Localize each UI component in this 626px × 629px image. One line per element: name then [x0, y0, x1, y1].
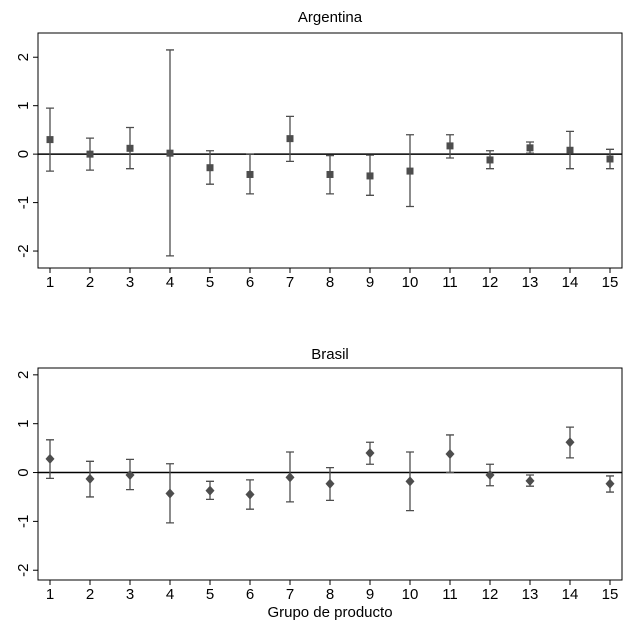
x-tick-label: 5 — [206, 586, 214, 603]
x-tick-label: 12 — [482, 586, 499, 603]
x-tick-label: 11 — [442, 274, 458, 291]
y-tick-label: -2 — [15, 564, 32, 577]
x-tick-label: 15 — [602, 274, 619, 291]
point — [125, 469, 135, 480]
point — [486, 156, 494, 164]
point — [565, 437, 575, 448]
x-tick-label: 8 — [326, 586, 334, 603]
point — [246, 170, 254, 178]
y-tick-label: 2 — [15, 371, 32, 379]
point — [365, 447, 375, 458]
plot-frame — [37, 32, 623, 269]
x-tick-label: 2 — [86, 586, 94, 603]
y-tick-label: 1 — [15, 102, 32, 110]
x-tick-label: 8 — [326, 274, 334, 291]
point — [325, 478, 335, 489]
point — [526, 144, 534, 152]
point — [446, 142, 454, 150]
point — [485, 469, 495, 480]
y-tick-label: 1 — [15, 420, 32, 428]
chart-title: Argentina — [298, 9, 363, 26]
chart-title: Brasil — [311, 346, 349, 363]
x-tick-label: 13 — [522, 274, 539, 291]
point — [285, 472, 295, 483]
point — [46, 136, 54, 144]
point — [85, 473, 95, 484]
x-tick-label: 10 — [402, 274, 419, 291]
x-tick-label: 14 — [562, 274, 579, 291]
x-tick-label: 9 — [366, 274, 374, 291]
point — [405, 476, 415, 487]
point — [525, 475, 535, 486]
y-tick-label: -1 — [15, 515, 32, 528]
x-tick-label: 15 — [602, 586, 619, 603]
point — [126, 144, 134, 152]
x-tick-label: 1 — [46, 274, 54, 291]
x-tick-label: 7 — [286, 274, 294, 291]
point — [406, 167, 414, 175]
x-tick-label: 13 — [522, 586, 539, 603]
x-tick-label: 3 — [126, 586, 134, 603]
y-tick-label: -1 — [15, 196, 32, 209]
y-tick-label: 0 — [15, 468, 32, 476]
x-tick-label: 3 — [126, 274, 134, 291]
x-tick-label: 12 — [482, 274, 499, 291]
point — [205, 485, 215, 496]
point — [606, 155, 614, 163]
x-tick-label: 2 — [86, 274, 94, 291]
point — [86, 150, 94, 158]
x-tick-label: 10 — [402, 586, 419, 603]
point — [245, 489, 255, 500]
point — [326, 170, 334, 178]
x-tick-label: 6 — [246, 586, 254, 603]
x-tick-label: 11 — [442, 586, 458, 603]
point — [366, 172, 374, 180]
y-tick-label: 0 — [15, 150, 32, 158]
x-tick-label: 4 — [166, 274, 174, 291]
x-tick-label: 4 — [166, 586, 174, 603]
x-tick-label: 5 — [206, 274, 214, 291]
point — [445, 448, 455, 459]
x-tick-label: 6 — [246, 274, 254, 291]
point — [286, 135, 294, 143]
y-tick-label: -2 — [15, 244, 32, 257]
point — [605, 478, 615, 489]
point — [206, 164, 214, 172]
x-tick-label: 1 — [46, 586, 54, 603]
point — [45, 453, 55, 464]
x-tick-label: 9 — [366, 586, 374, 603]
point — [566, 146, 574, 154]
x-axis-label: Grupo de producto — [267, 604, 392, 621]
x-tick-label: 14 — [562, 586, 579, 603]
point — [165, 488, 175, 499]
y-tick-label: 2 — [15, 53, 32, 61]
x-tick-label: 7 — [286, 586, 294, 603]
point — [166, 149, 174, 157]
